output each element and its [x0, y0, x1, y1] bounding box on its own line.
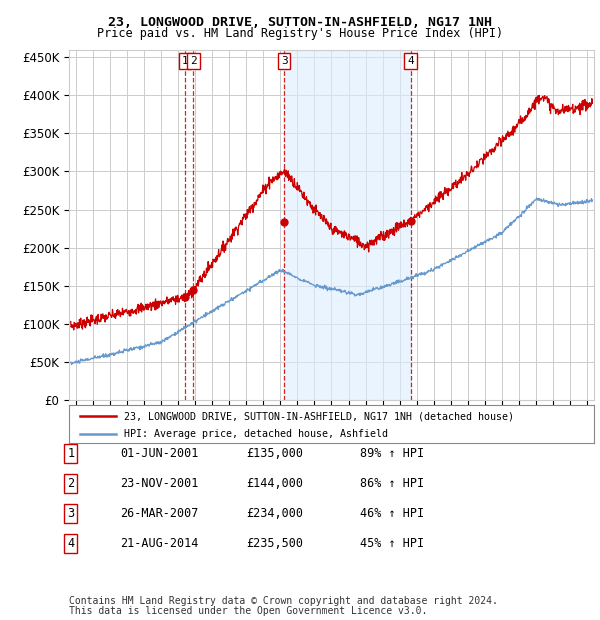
Text: 23, LONGWOOD DRIVE, SUTTON-IN-ASHFIELD, NG17 1NH (detached house): 23, LONGWOOD DRIVE, SUTTON-IN-ASHFIELD, …	[124, 412, 514, 422]
Text: Contains HM Land Registry data © Crown copyright and database right 2024.: Contains HM Land Registry data © Crown c…	[69, 596, 498, 606]
Text: HPI: Average price, detached house, Ashfield: HPI: Average price, detached house, Ashf…	[124, 430, 388, 440]
Text: 89% ↑ HPI: 89% ↑ HPI	[360, 448, 424, 460]
Text: 46% ↑ HPI: 46% ↑ HPI	[360, 507, 424, 520]
Text: 1: 1	[67, 448, 74, 460]
Text: 21-AUG-2014: 21-AUG-2014	[120, 537, 199, 549]
Text: 45% ↑ HPI: 45% ↑ HPI	[360, 537, 424, 549]
Text: 23, LONGWOOD DRIVE, SUTTON-IN-ASHFIELD, NG17 1NH: 23, LONGWOOD DRIVE, SUTTON-IN-ASHFIELD, …	[108, 16, 492, 29]
Text: 01-JUN-2001: 01-JUN-2001	[120, 448, 199, 460]
Text: 4: 4	[407, 56, 414, 66]
Text: 3: 3	[281, 56, 287, 66]
Text: Price paid vs. HM Land Registry's House Price Index (HPI): Price paid vs. HM Land Registry's House …	[97, 27, 503, 40]
Bar	[284, 50, 410, 400]
Text: £144,000: £144,000	[246, 477, 303, 490]
Text: £135,000: £135,000	[246, 448, 303, 460]
Text: 1: 1	[182, 56, 188, 66]
Text: 4: 4	[67, 537, 74, 549]
Text: £235,500: £235,500	[246, 537, 303, 549]
Text: This data is licensed under the Open Government Licence v3.0.: This data is licensed under the Open Gov…	[69, 606, 427, 616]
Text: 2: 2	[67, 477, 74, 490]
Text: 2: 2	[190, 56, 197, 66]
Text: 86% ↑ HPI: 86% ↑ HPI	[360, 477, 424, 490]
Text: 26-MAR-2007: 26-MAR-2007	[120, 507, 199, 520]
Text: 3: 3	[67, 507, 74, 520]
Text: £234,000: £234,000	[246, 507, 303, 520]
Text: 23-NOV-2001: 23-NOV-2001	[120, 477, 199, 490]
